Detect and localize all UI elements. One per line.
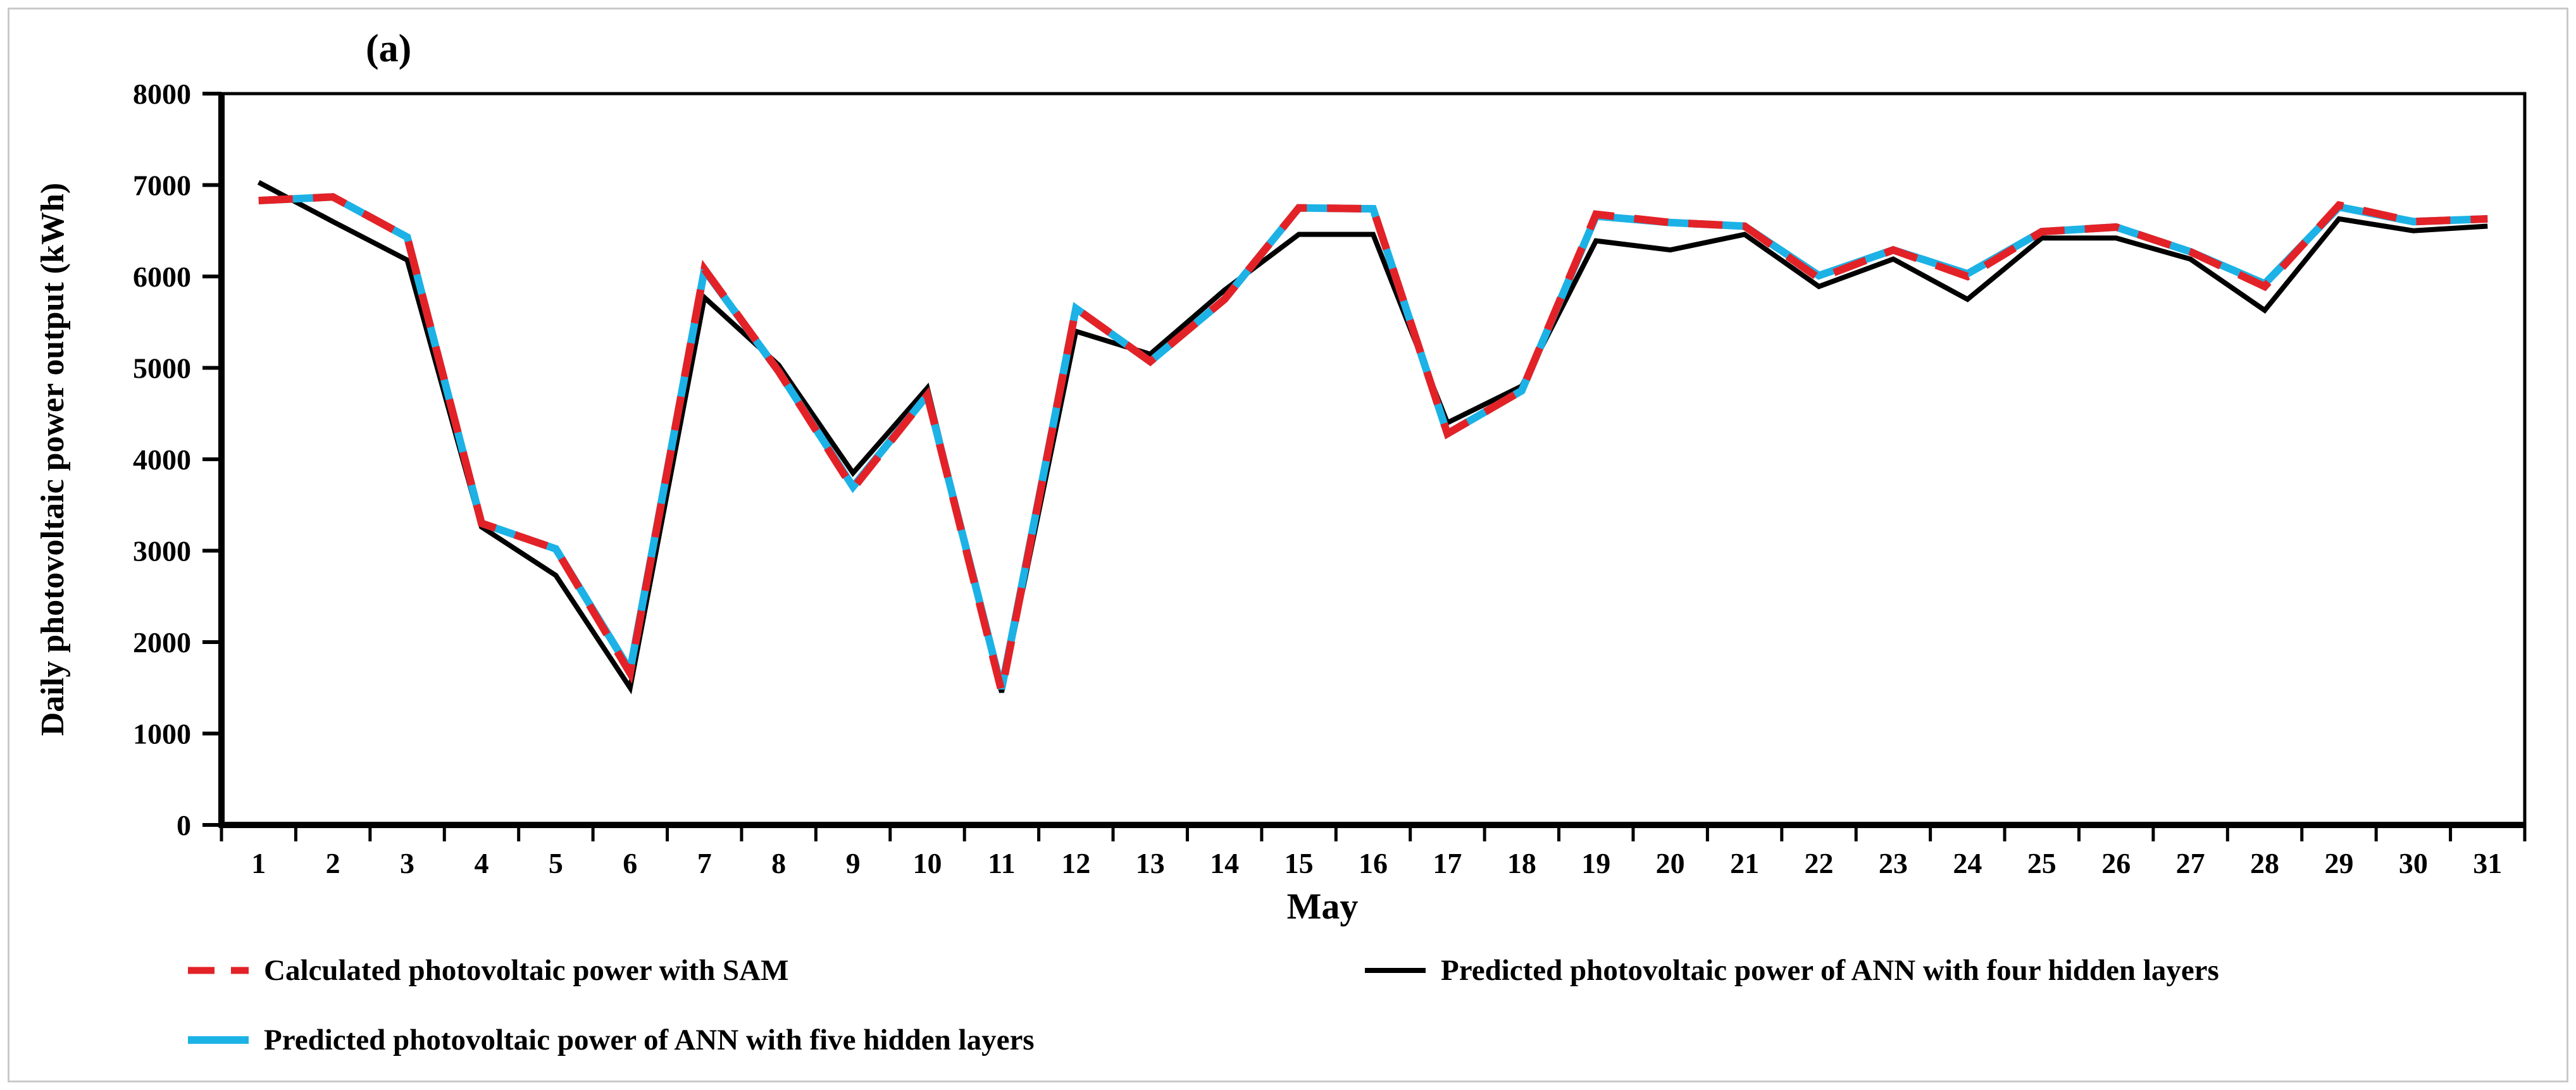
legend-label-ann-five: Predicted photovoltaic power of ANN with… bbox=[264, 1024, 1035, 1056]
x-tick-label: 23 bbox=[1879, 847, 1908, 879]
y-tick-label: 5000 bbox=[133, 352, 191, 385]
legend-swatch-dashed-red bbox=[188, 967, 249, 974]
x-tick-label: 13 bbox=[1136, 847, 1165, 879]
plot-border bbox=[220, 92, 2527, 827]
x-tick-label: 18 bbox=[1507, 847, 1536, 879]
x-tick-label: 7 bbox=[697, 847, 712, 879]
legend-item-ann-four: Predicted photovoltaic power of ANN with… bbox=[1364, 950, 2219, 991]
x-tick-label: 20 bbox=[1656, 847, 1685, 879]
x-tick-label: 19 bbox=[1581, 847, 1610, 879]
x-tick-label: 26 bbox=[2101, 847, 2131, 879]
y-tick-label: 3000 bbox=[133, 535, 191, 567]
x-tick-label: 25 bbox=[2027, 847, 2056, 879]
x-tick-label: 21 bbox=[1730, 847, 1759, 879]
x-tick-label: 9 bbox=[846, 847, 861, 879]
x-tick-label: 12 bbox=[1061, 847, 1090, 879]
y-tick-label: 7000 bbox=[133, 170, 191, 202]
legend-label-sam: Calculated photovoltaic power with SAM bbox=[264, 954, 789, 987]
legend-item-sam: Calculated photovoltaic power with SAM bbox=[187, 950, 788, 991]
x-tick-label: 29 bbox=[2324, 847, 2353, 879]
x-tick-label: 15 bbox=[1285, 847, 1314, 879]
legend-swatch-solid-black bbox=[1365, 968, 1426, 973]
x-tick-label: 31 bbox=[2473, 847, 2502, 879]
x-tick-label: 5 bbox=[549, 847, 563, 879]
x-axis-title: May bbox=[1287, 886, 1359, 927]
x-tick-label: 1 bbox=[251, 847, 266, 879]
x-tick-label: 17 bbox=[1433, 847, 1462, 879]
x-tick-label: 6 bbox=[623, 847, 637, 879]
x-tick-label: 16 bbox=[1359, 847, 1388, 879]
x-tick-label: 30 bbox=[2399, 847, 2428, 879]
x-tick-label: 22 bbox=[1805, 847, 1834, 879]
x-tick-label: 14 bbox=[1210, 847, 1239, 879]
x-tick-label: 3 bbox=[400, 847, 414, 879]
y-axis-title: Daily photovoltaic power output (kWh) bbox=[35, 183, 71, 736]
x-tick-label: 11 bbox=[988, 847, 1015, 879]
legend-swatch-solid-cyan bbox=[188, 1036, 249, 1044]
x-tick-label: 24 bbox=[1953, 847, 1982, 879]
y-tick-label: 8000 bbox=[133, 78, 191, 110]
y-tick-label: 2000 bbox=[133, 626, 191, 659]
x-tick-label: 27 bbox=[2176, 847, 2205, 879]
legend-label-ann-four: Predicted photovoltaic power of ANN with… bbox=[1441, 954, 2219, 987]
y-tick-label: 1000 bbox=[133, 718, 191, 750]
x-tick-label: 8 bbox=[771, 847, 786, 879]
figure-border bbox=[8, 8, 2568, 1082]
series-line-1 bbox=[257, 180, 2488, 695]
y-tick-label: 6000 bbox=[133, 261, 191, 293]
x-tick-label: 2 bbox=[326, 847, 340, 879]
panel-label: (a) bbox=[366, 27, 412, 70]
y-tick-label: 4000 bbox=[133, 443, 191, 476]
legend-item-ann-five: Predicted photovoltaic power of ANN with… bbox=[187, 1020, 1035, 1060]
x-tick-label: 10 bbox=[912, 847, 942, 879]
x-tick-label: 28 bbox=[2250, 847, 2279, 879]
x-tick-label: 4 bbox=[474, 847, 488, 879]
series-line-0 bbox=[258, 193, 2488, 693]
y-tick-label: 0 bbox=[177, 809, 191, 841]
